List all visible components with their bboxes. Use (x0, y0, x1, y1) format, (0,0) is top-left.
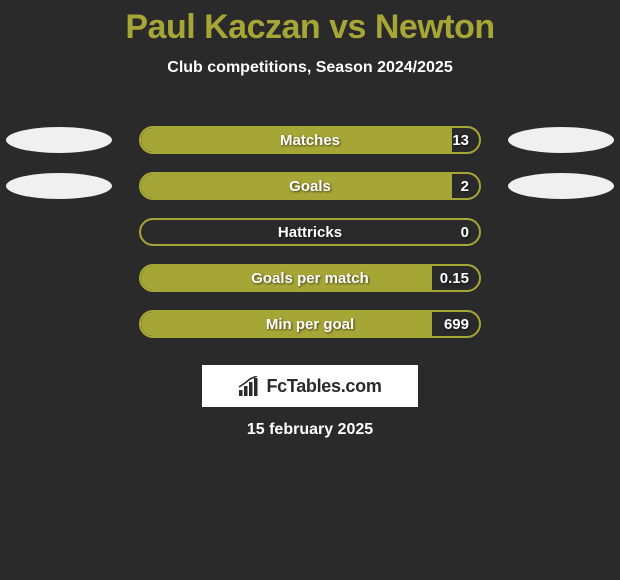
stat-label: Hattricks (141, 220, 479, 244)
stat-value: 13 (452, 128, 469, 152)
stat-label: Matches (141, 128, 479, 152)
stat-row: Min per goal699 (0, 301, 620, 347)
stat-bar: Hattricks0 (139, 218, 481, 246)
comparison-card: Paul Kaczan vs Newton Club competitions,… (0, 0, 620, 439)
stat-value: 2 (461, 174, 469, 198)
player-marker-right (508, 173, 614, 199)
stat-row: Goals per match0.15 (0, 255, 620, 301)
bars-growth-icon (238, 376, 262, 396)
date-text: 15 february 2025 (0, 421, 620, 439)
stat-value: 0 (461, 220, 469, 244)
stat-bar: Min per goal699 (139, 310, 481, 338)
stat-label: Min per goal (141, 312, 479, 336)
stat-value: 0.15 (440, 266, 469, 290)
stat-bar: Matches13 (139, 126, 481, 154)
logo-box[interactable]: FcTables.com (202, 365, 418, 407)
player-marker-left (6, 173, 112, 199)
page-title: Paul Kaczan vs Newton (0, 8, 620, 47)
logo-text: FcTables.com (266, 376, 381, 397)
stat-row: Matches13 (0, 117, 620, 163)
stat-row: Hattricks0 (0, 209, 620, 255)
logo: FcTables.com (238, 376, 381, 397)
player-marker-left (6, 127, 112, 153)
stat-bar: Goals per match0.15 (139, 264, 481, 292)
player-marker-right (508, 127, 614, 153)
stat-label: Goals (141, 174, 479, 198)
stats-chart: Matches13 Goals2 Hattricks0 Goals per match… (0, 117, 620, 347)
stat-bar: Goals2 (139, 172, 481, 200)
stat-value: 699 (444, 312, 469, 336)
subtitle: Club competitions, Season 2024/2025 (0, 59, 620, 77)
stat-row: Goals2 (0, 163, 620, 209)
stat-label: Goals per match (141, 266, 479, 290)
